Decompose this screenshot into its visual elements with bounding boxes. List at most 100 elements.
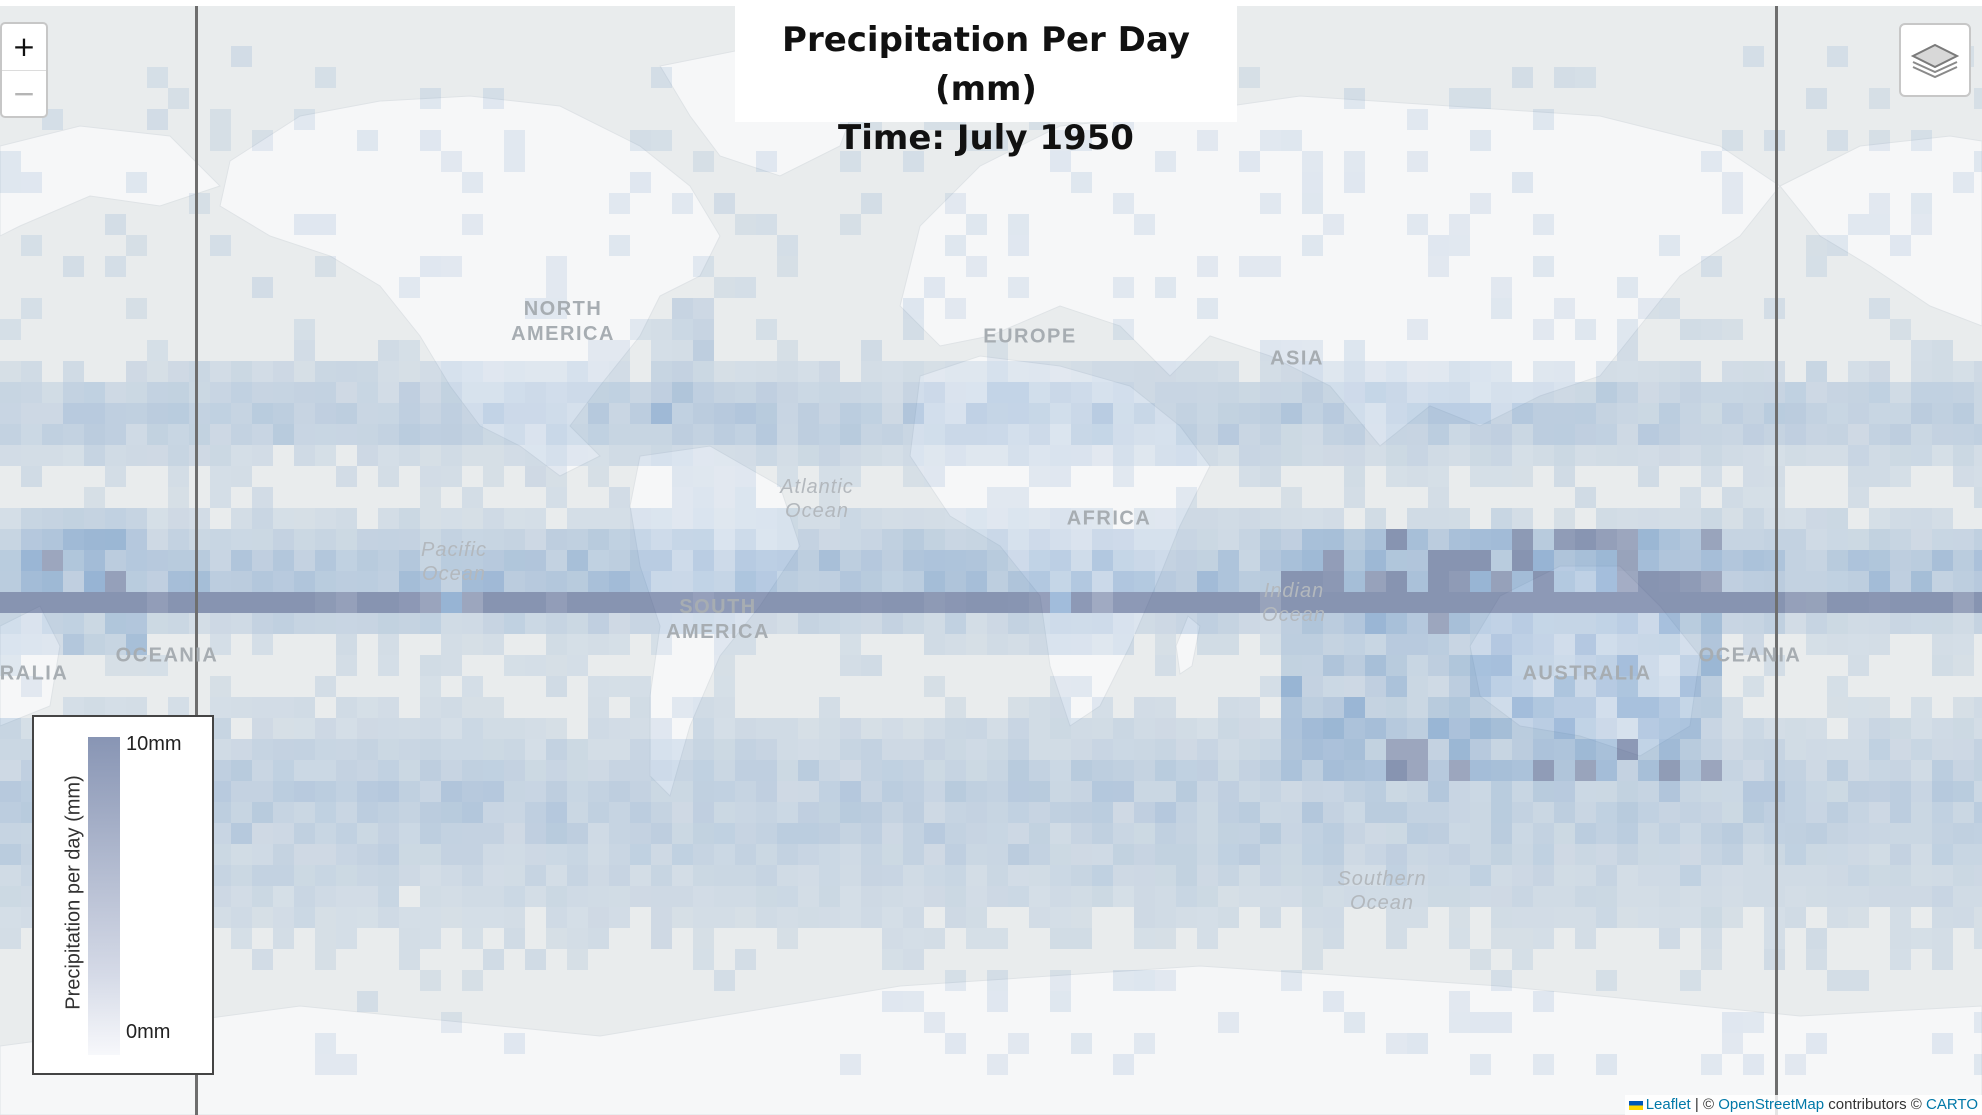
- precip-cell: [1092, 550, 1113, 571]
- precip-cell: [1449, 991, 1470, 1012]
- precip-cell: [714, 466, 735, 487]
- precip-cell: [1491, 928, 1512, 949]
- precip-cell: [231, 613, 252, 634]
- precip-cell: [966, 592, 987, 613]
- precip-cell: [1974, 529, 1982, 550]
- map-container[interactable]: NORTH AMERICA EUROPE ASIA AFRICA SOUTH A…: [0, 6, 1982, 1115]
- precip-cell: [861, 424, 882, 445]
- precip-cell: [525, 529, 546, 550]
- zoom-in-button[interactable]: +: [12, 30, 36, 63]
- precip-cell: [1575, 550, 1596, 571]
- precip-cell: [1050, 445, 1071, 466]
- precip-cell: [1827, 697, 1848, 718]
- precip-cell: [420, 361, 441, 382]
- precip-cell: [651, 802, 672, 823]
- precip-cell: [1302, 235, 1323, 256]
- precip-cell: [861, 361, 882, 382]
- precip-cell: [1512, 382, 1533, 403]
- precip-cell: [798, 592, 819, 613]
- precip-cell: [1764, 613, 1785, 634]
- precip-cell: [483, 382, 504, 403]
- precip-cell: [273, 697, 294, 718]
- precip-cell: [1659, 445, 1680, 466]
- openstreetmap-link[interactable]: OpenStreetMap: [1718, 1096, 1825, 1113]
- precip-cell: [1491, 697, 1512, 718]
- precip-cell: [735, 718, 756, 739]
- precip-cell: [1596, 445, 1617, 466]
- precip-cell: [1260, 361, 1281, 382]
- precip-cell: [1470, 592, 1491, 613]
- precip-cell: [987, 739, 1008, 760]
- south-america-land: [629, 445, 801, 797]
- precip-cell: [1827, 781, 1848, 802]
- precip-cell: [945, 886, 966, 907]
- precip-cell: [1428, 550, 1449, 571]
- precip-cell: [1827, 865, 1848, 886]
- layers-button[interactable]: [1899, 23, 1971, 97]
- precip-cell: [903, 445, 924, 466]
- precip-cell: [609, 403, 630, 424]
- precip-cell: [210, 550, 231, 571]
- precip-cell: [1764, 382, 1785, 403]
- precip-cell: [1281, 424, 1302, 445]
- precip-cell: [1722, 718, 1743, 739]
- precip-cell: [231, 865, 252, 886]
- precip-cell: [1029, 382, 1050, 403]
- precip-cell: [693, 928, 714, 949]
- precip-cell: [336, 844, 357, 865]
- precip-cell: [189, 571, 210, 592]
- precip-cell: [399, 823, 420, 844]
- precip-cell: [903, 424, 924, 445]
- precip-cell: [1281, 592, 1302, 613]
- precip-cell: [1869, 886, 1890, 907]
- precip-cell: [1260, 256, 1281, 277]
- precip-cell: [1806, 529, 1827, 550]
- precip-cell: [399, 718, 420, 739]
- precip-cell: [861, 550, 882, 571]
- precip-cell: [1365, 655, 1386, 676]
- precip-cell: [1848, 739, 1869, 760]
- precip-cell: [1428, 844, 1449, 865]
- precip-cell: [1953, 403, 1974, 424]
- precip-cell: [357, 907, 378, 928]
- precip-cell: [651, 382, 672, 403]
- precip-cell: [567, 907, 588, 928]
- zoom-out-button[interactable]: −: [2, 70, 46, 116]
- precip-cell: [1323, 361, 1344, 382]
- carto-link[interactable]: CARTO: [1926, 1096, 1978, 1113]
- precip-cell: [1134, 382, 1155, 403]
- precip-cell: [441, 151, 462, 172]
- precip-cell: [1155, 865, 1176, 886]
- precip-cell: [1218, 781, 1239, 802]
- precip-cell: [1701, 676, 1722, 697]
- precip-cell: [1428, 382, 1449, 403]
- precip-cell: [1323, 907, 1344, 928]
- precip-cell: [1533, 760, 1554, 781]
- precip-cell: [378, 802, 399, 823]
- precip-cell: [1911, 718, 1932, 739]
- precip-cell: [882, 613, 903, 634]
- precip-cell: [189, 508, 210, 529]
- precip-cell: [1932, 550, 1953, 571]
- precip-cell: [1407, 403, 1428, 424]
- precip-cell: [1932, 823, 1953, 844]
- precip-cell: [819, 529, 840, 550]
- precip-cell: [714, 802, 735, 823]
- precip-cell: [756, 571, 777, 592]
- precip-cell: [252, 760, 273, 781]
- precip-cell: [1323, 718, 1344, 739]
- precip-cell: [630, 844, 651, 865]
- precip-cell: [63, 697, 84, 718]
- precip-cell: [1491, 676, 1512, 697]
- precip-cell: [189, 382, 210, 403]
- leaflet-link[interactable]: Leaflet: [1645, 1096, 1691, 1113]
- precip-cell: [1596, 403, 1617, 424]
- precip-cell: [1680, 592, 1701, 613]
- precip-cell: [147, 529, 168, 550]
- precip-cell: [1911, 529, 1932, 550]
- precip-cell: [294, 697, 315, 718]
- precip-cell: [1596, 550, 1617, 571]
- precip-cell: [1953, 760, 1974, 781]
- precip-cell: [504, 802, 525, 823]
- precip-cell: [315, 739, 336, 760]
